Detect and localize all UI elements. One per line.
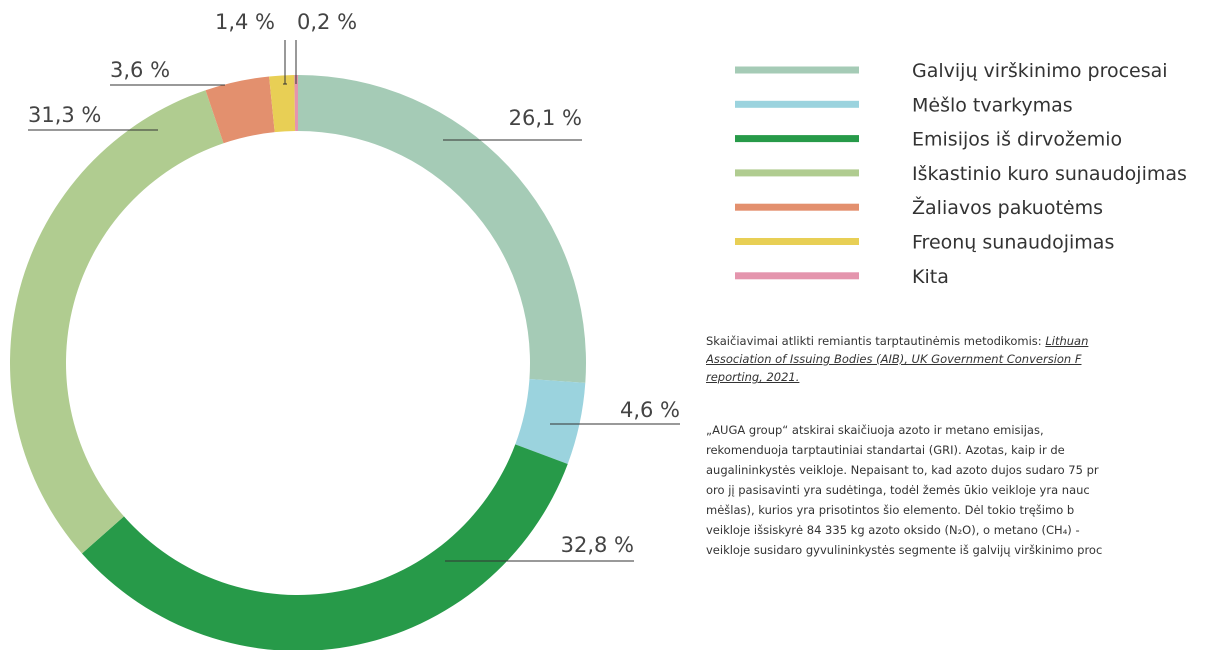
legend-swatch	[735, 272, 859, 280]
data-label: 32,8 %	[561, 533, 634, 557]
legend-label: Freonų sunaudojimas	[912, 232, 1114, 254]
donut-segment	[205, 76, 275, 144]
legend-swatch	[735, 203, 859, 211]
note-link: reporting, 2021.	[706, 370, 800, 384]
legend-label: Iškastinio kuro sunaudojimas	[912, 163, 1187, 185]
paragraph-line: „AUGA group“ atskirai skaičiuoja azoto i…	[706, 423, 1044, 437]
donut-segment	[515, 379, 586, 464]
note-link: Lithuan	[1045, 334, 1089, 348]
donut-segment	[294, 75, 298, 132]
legend-swatch	[735, 238, 859, 245]
note-line: Association of Issuing Bodies (AIB), UK …	[706, 350, 1211, 368]
legend-label: Žaliavos pakuotėms	[912, 196, 1103, 219]
paragraph-line: rekomenduoja tarptautiniai standartai (G…	[706, 443, 1065, 457]
donut-segment	[269, 75, 296, 133]
donut-segment	[81, 444, 568, 650]
data-label: 0,2 %	[297, 10, 357, 34]
legend-swatch	[735, 100, 859, 108]
legend-label: Mėšlo tvarkymas	[912, 94, 1073, 116]
paragraph-line: oro jį pasisavinti yra sudėtinga, todėl …	[706, 483, 1090, 497]
paragraph-line: mėšlas), kurios yra prisotintos šio elem…	[706, 503, 1075, 517]
method-note: Skaičiavimai atlikti remiantis tarptauti…	[706, 332, 1211, 386]
donut-segment	[298, 75, 586, 383]
legend-swatch	[735, 66, 859, 74]
data-label: 3,6 %	[110, 58, 170, 82]
note-text: Skaičiavimai atlikti remiantis tarptauti…	[706, 334, 1046, 348]
legend-label: Kita	[912, 266, 949, 288]
legend-label: Emisijos iš dirvožemio	[912, 129, 1122, 151]
note-line: reporting, 2021.	[706, 368, 1211, 386]
data-label: 4,6 %	[620, 398, 680, 422]
data-label: 31,3 %	[28, 103, 101, 127]
data-label: 1,4 %	[215, 10, 275, 34]
paragraph-line: augalininkystės veikloje. Nepaisant to, …	[706, 463, 1099, 477]
donut-segment	[9, 90, 224, 554]
paragraph: „AUGA group“ atskirai skaičiuoja azoto i…	[706, 420, 1211, 560]
note-line: Skaičiavimai atlikti remiantis tarptauti…	[706, 332, 1211, 350]
paragraph-line: veikloje išsiskyrė 84 335 kg azoto oksid…	[706, 523, 1080, 537]
data-label: 26,1 %	[509, 106, 582, 130]
legend-swatch	[735, 135, 859, 143]
paragraph-line: veikloje susidaro gyvulininkystės segmen…	[706, 543, 1103, 557]
note-link: Association of Issuing Bodies (AIB), UK …	[706, 352, 1082, 366]
legend-swatch	[735, 169, 859, 177]
legend-label: Galvijų virškinimo procesai	[912, 60, 1168, 82]
